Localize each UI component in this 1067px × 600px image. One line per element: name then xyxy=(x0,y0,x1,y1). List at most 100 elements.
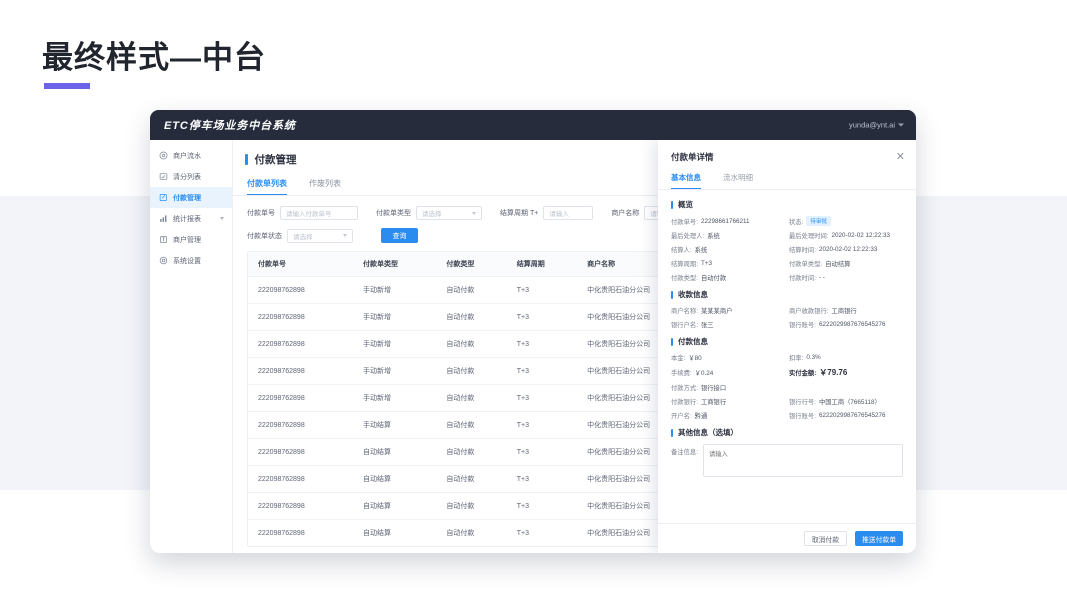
table-cell: T+3 xyxy=(506,492,578,520)
sidebar: 商户流水 清分列表 付款管理 xyxy=(150,140,233,553)
app-topbar: ETC停车场业务中台系统 yunda@ynt.ai xyxy=(150,110,916,140)
user-menu[interactable]: yunda@ynt.ai xyxy=(849,121,904,130)
sidebar-item-label: 统计报表 xyxy=(173,215,201,223)
cancel-payment-button[interactable]: 取消付款 xyxy=(803,531,848,546)
table-cell: 自动付款 xyxy=(436,357,507,385)
tab-basic-info[interactable]: 基本信息 xyxy=(671,172,701,189)
chevron-down-icon xyxy=(220,217,224,220)
filter-label-cycle: 结算周期 T+ xyxy=(500,210,539,217)
section-payment-label: 付款信息 xyxy=(678,337,708,346)
title-underline xyxy=(44,83,90,89)
table-cell: T+3 xyxy=(506,465,578,493)
search-input-order-no[interactable]: 请输入付款单号 xyxy=(280,206,358,220)
table-cell: 手动新增 xyxy=(353,357,437,385)
status-badge: 待审批 xyxy=(806,216,832,226)
receive-grid: 商户名称: 某某某商户 商户收款银行: 工商银行 银行户名: 张三 xyxy=(671,306,903,329)
field-principal-value: ￥80 xyxy=(688,355,702,362)
field-pay-type-value: 自动付款 xyxy=(700,275,727,282)
field-holder-label: 开户名: xyxy=(671,413,692,420)
table-cell: 手动结算 xyxy=(353,411,437,439)
field-order-type-label: 付款单类型: xyxy=(789,261,823,268)
chart-icon xyxy=(159,214,168,223)
tab-flow-detail[interactable]: 流水明细 xyxy=(723,173,753,182)
sidebar-item-payment-management[interactable]: 付款管理 xyxy=(150,187,232,208)
table-cell: 自动结算 xyxy=(353,492,437,520)
field-status-label: 状态: xyxy=(789,218,804,226)
table-cell: 自动付款 xyxy=(436,492,507,520)
field-status: 状态: 待审批 xyxy=(789,216,903,226)
field-merchant-bank-value: 工商银行 xyxy=(831,308,857,315)
field-account-name: 银行户名: 张三 xyxy=(671,320,785,329)
table-cell: 自动结算 xyxy=(353,438,437,466)
field-bank-code-value: 中国工商（7665118） xyxy=(818,399,881,406)
table-cell: T+3 xyxy=(506,438,578,466)
field-last-time-value: 2020-02-02 12:22:33 xyxy=(831,232,891,239)
table-cell: 222098762898 xyxy=(248,357,354,385)
table-cell: 中化贵阳石油分公司 xyxy=(587,530,651,537)
close-icon[interactable]: ✕ xyxy=(895,150,905,163)
field-settle-time: 结算时间: 2020-02-02 12:22:33 xyxy=(789,245,903,254)
field-account-no-label: 银行账号: xyxy=(789,322,816,329)
push-payment-button[interactable]: 推送付款单 xyxy=(855,531,903,546)
user-email: yunda@ynt.ai xyxy=(849,120,895,130)
table-cell: 222098762898 xyxy=(248,465,354,493)
field-pay-account-no-value: 6222029987676545276 xyxy=(818,412,886,419)
sidebar-item-merchant-management[interactable]: 商户管理 xyxy=(150,229,232,250)
remark-textarea[interactable] xyxy=(702,444,903,477)
field-principal: 本金: ￥80 xyxy=(671,353,785,362)
overview-grid: 付款单号: 22298661766211 状态: 待审批 最后处理人: 系统 xyxy=(671,216,903,282)
field-settle-time-value: 2020-02-02 12:22:33 xyxy=(818,246,878,253)
sidebar-item-clearing-list[interactable]: 清分列表 xyxy=(150,166,232,187)
field-spacer xyxy=(789,383,903,392)
flow-icon xyxy=(159,151,168,160)
field-cycle-value: T+3 xyxy=(700,260,712,267)
sidebar-item-label: 系统设置 xyxy=(173,257,201,265)
field-rate-label: 扣率: xyxy=(789,355,804,362)
tab-payment-list[interactable]: 付款单列表 xyxy=(247,178,287,195)
search-input-cycle[interactable]: 请输入 xyxy=(543,206,594,220)
section-accent-bar xyxy=(671,428,673,437)
search-button[interactable]: 查询 xyxy=(381,228,418,243)
field-pay-method-label: 付款方式: xyxy=(671,385,698,392)
table-column-header: 结算周期 xyxy=(506,252,578,277)
field-actual-amount-label: 实付金额: xyxy=(789,370,817,377)
section-accent-bar xyxy=(671,337,673,346)
filter-label-merchant: 商户名称 xyxy=(611,210,640,217)
table-cell: 222098762898 xyxy=(248,438,354,466)
table-cell: 222098762898 xyxy=(258,529,305,537)
merchant-icon xyxy=(159,235,168,244)
field-merchant-name-value: 某某某商户 xyxy=(700,308,733,315)
sidebar-item-label: 清分列表 xyxy=(173,173,201,181)
filter-label-status: 付款单状态 xyxy=(247,232,282,240)
select-status[interactable]: 请选择 xyxy=(287,228,353,243)
select-order-type-value: 请选择 xyxy=(422,211,442,218)
chevron-down-icon xyxy=(898,123,904,127)
section-title: 付款管理 xyxy=(233,140,916,167)
field-pay-account-no: 银行账号: 6222029987676545276 xyxy=(789,411,903,420)
table-cell: 手动新增 xyxy=(353,303,437,331)
field-merchant-bank: 商户收款银行: 工商银行 xyxy=(789,306,903,315)
drawer-footer: 取消付款 推送付款单 xyxy=(658,523,916,553)
field-account-name-value: 张三 xyxy=(700,322,714,329)
section-overview-label: 概览 xyxy=(678,200,693,209)
table-column-header: 付款类型 xyxy=(436,252,507,277)
sidebar-item-statistics-report[interactable]: 统计报表 xyxy=(150,208,232,229)
select-order-type[interactable]: 请选择 xyxy=(416,206,482,220)
app-body: 商户流水 清分列表 付款管理 xyxy=(150,140,916,553)
field-pay-account-no-label: 银行账号: xyxy=(789,413,816,420)
field-fee-label: 手续费: xyxy=(671,370,692,377)
main-tabs: 付款单列表 作废列表 xyxy=(247,178,916,195)
section-overview-title: 概览 xyxy=(671,199,903,210)
table-cell: 自动付款 xyxy=(436,276,507,304)
app-window: ETC停车场业务中台系统 yunda@ynt.ai 商户流水 xyxy=(150,110,916,553)
field-order-no-label: 付款单号: xyxy=(671,218,698,226)
table-cell: 222098762898 xyxy=(248,330,354,358)
section-receive-title: 收款信息 xyxy=(671,289,903,300)
app-logo: ETC停车场业务中台系统 xyxy=(164,120,296,132)
field-order-no: 付款单号: 22298661766211 xyxy=(671,216,785,226)
drawer-tabs: 基本信息 流水明细 xyxy=(658,163,916,190)
sidebar-item-system-settings[interactable]: 系统设置 xyxy=(150,250,232,271)
tab-void-list[interactable]: 作废列表 xyxy=(309,179,341,188)
sidebar-item-merchant-flow[interactable]: 商户流水 xyxy=(150,145,232,166)
